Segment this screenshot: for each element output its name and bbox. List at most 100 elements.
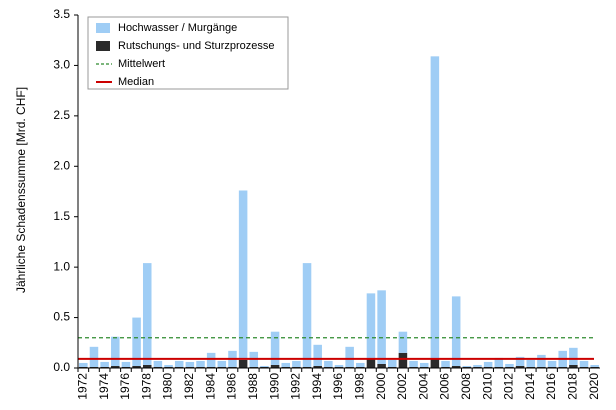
bar-segment (260, 365, 269, 367)
bar-segment (281, 366, 290, 368)
bar-segment (345, 366, 354, 368)
bar-segment (153, 360, 163, 367)
bar-segment (356, 366, 365, 368)
bar-segment (153, 366, 163, 368)
bar-segment (196, 360, 205, 367)
bar-segment (292, 360, 301, 367)
bar-segment (377, 363, 386, 368)
bar-segment (164, 364, 173, 367)
y-tick-label: 2.5 (53, 108, 70, 122)
bar-segment (121, 366, 131, 368)
bar-segment (388, 366, 397, 368)
bar-segment (324, 366, 333, 368)
bar-segment (451, 365, 461, 368)
bar-segment (228, 366, 237, 368)
bar-segment (206, 352, 216, 367)
bar-segment (89, 346, 99, 367)
bar-segment (206, 366, 216, 368)
bar-segment (590, 364, 599, 367)
bar-segment (483, 366, 493, 368)
y-tick-label: 1.5 (53, 209, 70, 223)
bar-segment (313, 365, 322, 368)
bar-segment (590, 366, 599, 368)
x-tick-label: 2012 (502, 373, 516, 400)
y-tick-label: 1.0 (53, 259, 70, 273)
bar-segment (462, 366, 472, 368)
y-tick-label: 3.5 (53, 7, 70, 21)
bar-segment (441, 366, 450, 368)
bar-segment (142, 364, 152, 368)
bar-segment (505, 366, 514, 368)
x-tick-label: 1994 (310, 373, 324, 400)
bar-segment (345, 346, 354, 367)
bar-segment (419, 366, 429, 368)
bar-segment (292, 366, 301, 368)
x-tick-label: 1996 (331, 373, 345, 400)
bar-segment (334, 364, 344, 367)
bar-segment (558, 366, 567, 368)
bar-segment (174, 366, 184, 368)
x-tick-label: 1988 (246, 373, 260, 400)
y-tick-label: 2.0 (53, 158, 70, 172)
bar-segment (217, 360, 227, 367)
bar-segment (164, 366, 173, 368)
legend-swatch (96, 23, 110, 33)
legend-label: Rutschungs- und Sturzprozesse (118, 40, 275, 52)
bar-segment (100, 361, 109, 367)
bar-segment (366, 293, 376, 359)
y-axis-label: Jährliche Schadenssumme [Mrd. CHF] (14, 87, 28, 293)
bar-segment (324, 360, 333, 367)
bar-segment (473, 364, 482, 367)
bar-segment (356, 362, 365, 367)
x-tick-label: 1984 (203, 373, 217, 400)
legend-label: Hochwasser / Murgänge (118, 22, 237, 34)
bar-segment (409, 366, 418, 368)
x-tick-label: 1982 (182, 373, 196, 400)
bar-segment (398, 331, 408, 353)
x-tick-label: 2008 (459, 373, 473, 400)
x-tick-label: 1986 (225, 373, 239, 400)
x-tick-label: 2018 (566, 373, 580, 400)
bar-segment (451, 296, 461, 366)
bar-segment (217, 366, 227, 368)
bar-segment (419, 362, 429, 367)
x-tick-label: 2020 (587, 373, 601, 400)
bar-segment (249, 366, 259, 368)
x-tick-label: 1972 (75, 373, 89, 400)
legend-swatch (96, 41, 110, 51)
x-tick-label: 1978 (139, 373, 153, 400)
bar-segment (334, 366, 344, 368)
bar-segment (494, 366, 504, 368)
bar-segment (142, 263, 152, 365)
x-tick-label: 1974 (97, 373, 111, 400)
bar-segment (260, 366, 269, 368)
bar-segment (132, 317, 141, 366)
bar-segment (121, 361, 131, 367)
bar-segment (515, 356, 525, 366)
bar-segment (537, 366, 546, 368)
bar-segment (196, 366, 205, 368)
bar-segment (430, 358, 440, 368)
bar-segment (579, 366, 589, 368)
bar-segment (526, 359, 536, 367)
bar-segment (462, 365, 472, 367)
bar-segment (569, 347, 578, 365)
bar-segment (377, 290, 386, 364)
bar-segment (238, 359, 248, 368)
bar-segment (313, 344, 322, 366)
x-tick-label: 2006 (438, 373, 452, 400)
bar-segment (505, 363, 514, 367)
bar-segment (185, 361, 195, 367)
y-tick-label: 0.5 (53, 310, 70, 324)
bar-segment (388, 359, 397, 367)
bar-segment (238, 190, 248, 360)
bar-segment (132, 365, 141, 368)
x-tick-label: 1998 (352, 373, 366, 400)
bar-segment (111, 336, 120, 366)
y-tick-label: 0.0 (53, 360, 70, 374)
bar-segment (441, 360, 450, 367)
x-tick-label: 2014 (523, 373, 537, 400)
x-tick-label: 2000 (374, 373, 388, 400)
legend-label: Median (118, 76, 154, 88)
bar-segment (302, 263, 312, 367)
